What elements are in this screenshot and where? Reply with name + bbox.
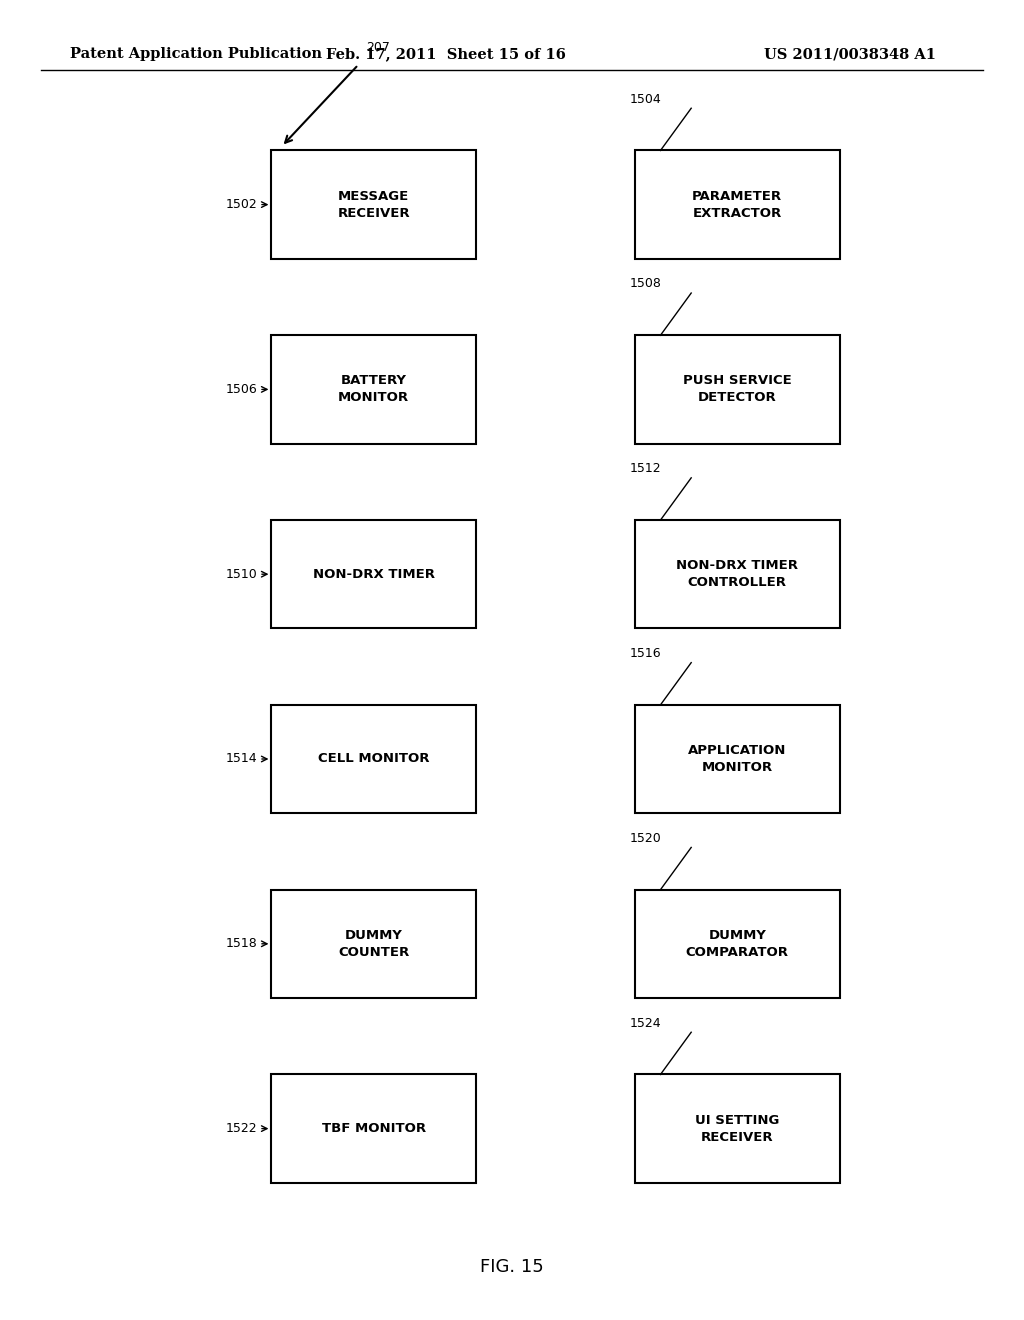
- Text: 1514: 1514: [225, 752, 257, 766]
- Text: 1506: 1506: [225, 383, 257, 396]
- FancyBboxPatch shape: [635, 890, 840, 998]
- Text: US 2011/0038348 A1: US 2011/0038348 A1: [764, 48, 936, 61]
- Text: Patent Application Publication: Patent Application Publication: [70, 48, 322, 61]
- Text: DUMMY
COUNTER: DUMMY COUNTER: [338, 929, 410, 958]
- Text: NON-DRX TIMER
CONTROLLER: NON-DRX TIMER CONTROLLER: [676, 560, 799, 589]
- Text: UI SETTING
RECEIVER: UI SETTING RECEIVER: [695, 1114, 779, 1143]
- Text: 1520: 1520: [630, 832, 662, 845]
- FancyBboxPatch shape: [635, 520, 840, 628]
- Text: 1522: 1522: [225, 1122, 257, 1135]
- Text: TBF MONITOR: TBF MONITOR: [322, 1122, 426, 1135]
- Text: APPLICATION
MONITOR: APPLICATION MONITOR: [688, 744, 786, 774]
- Text: BATTERY
MONITOR: BATTERY MONITOR: [338, 375, 410, 404]
- FancyBboxPatch shape: [635, 150, 840, 259]
- FancyBboxPatch shape: [271, 335, 476, 444]
- Text: 1508: 1508: [630, 277, 662, 290]
- Text: 1502: 1502: [225, 198, 257, 211]
- FancyBboxPatch shape: [271, 705, 476, 813]
- Text: Feb. 17, 2011  Sheet 15 of 16: Feb. 17, 2011 Sheet 15 of 16: [326, 48, 565, 61]
- Text: CELL MONITOR: CELL MONITOR: [318, 752, 429, 766]
- Text: DUMMY
COMPARATOR: DUMMY COMPARATOR: [686, 929, 788, 958]
- Text: 1504: 1504: [630, 92, 662, 106]
- FancyBboxPatch shape: [271, 520, 476, 628]
- Text: 207: 207: [367, 41, 390, 54]
- Text: 1512: 1512: [630, 462, 662, 475]
- Text: 1524: 1524: [630, 1016, 662, 1030]
- Text: PARAMETER
EXTRACTOR: PARAMETER EXTRACTOR: [692, 190, 782, 219]
- Text: MESSAGE
RECEIVER: MESSAGE RECEIVER: [338, 190, 410, 219]
- Text: 1516: 1516: [630, 647, 662, 660]
- FancyBboxPatch shape: [635, 1074, 840, 1183]
- Text: 1510: 1510: [225, 568, 257, 581]
- Text: PUSH SERVICE
DETECTOR: PUSH SERVICE DETECTOR: [683, 375, 792, 404]
- Text: FIG. 15: FIG. 15: [480, 1258, 544, 1276]
- FancyBboxPatch shape: [271, 1074, 476, 1183]
- Text: NON-DRX TIMER: NON-DRX TIMER: [312, 568, 435, 581]
- FancyBboxPatch shape: [635, 335, 840, 444]
- FancyBboxPatch shape: [635, 705, 840, 813]
- Text: 1518: 1518: [225, 937, 257, 950]
- FancyBboxPatch shape: [271, 890, 476, 998]
- FancyBboxPatch shape: [271, 150, 476, 259]
